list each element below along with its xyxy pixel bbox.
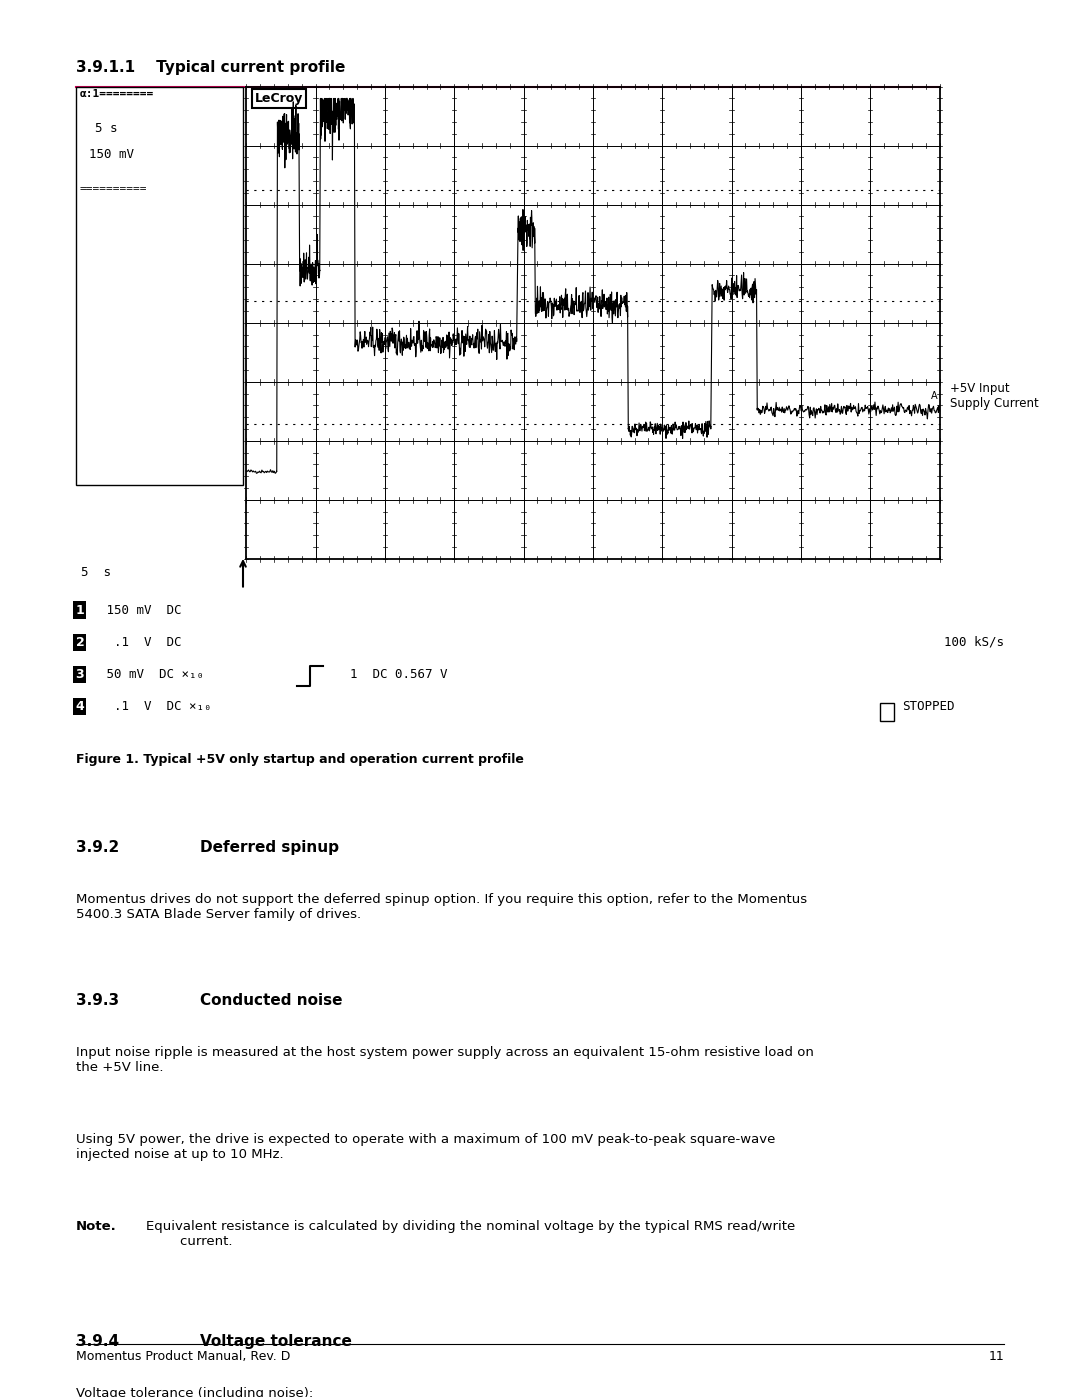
Text: 5 s: 5 s <box>95 122 118 134</box>
Text: Momentus drives do not support the deferred spinup option. If you require this o: Momentus drives do not support the defer… <box>76 893 807 921</box>
Text: 50 mV  DC ×₁₀: 50 mV DC ×₁₀ <box>99 668 204 680</box>
Text: 3.9.1.1    Typical current profile: 3.9.1.1 Typical current profile <box>76 60 345 75</box>
Bar <box>76 87 243 485</box>
Text: Deferred spinup: Deferred spinup <box>200 840 339 855</box>
Text: .1  V  DC: .1 V DC <box>99 636 181 648</box>
Text: 1  DC 0.567 V: 1 DC 0.567 V <box>350 668 447 680</box>
Text: Voltage tolerance (including noise):: Voltage tolerance (including noise): <box>76 1387 313 1397</box>
Text: 150 mV: 150 mV <box>89 148 134 161</box>
Text: 100 kS/s: 100 kS/s <box>944 636 1004 648</box>
Text: STOPPED: STOPPED <box>902 700 955 712</box>
Text: .1  V  DC ×₁₀: .1 V DC ×₁₀ <box>99 700 212 712</box>
Text: α:1========: α:1======== <box>80 89 154 99</box>
Text: 3.9.3: 3.9.3 <box>76 993 119 1009</box>
Text: LeCroy: LeCroy <box>255 92 303 105</box>
Text: Input noise ripple is measured at the host system power supply across an equival: Input noise ripple is measured at the ho… <box>76 1046 813 1074</box>
Text: Momentus Product Manual, Rev. D: Momentus Product Manual, Rev. D <box>76 1350 289 1362</box>
Text: 1: 1 <box>76 604 84 616</box>
Text: 2: 2 <box>76 636 84 648</box>
Text: Figure 1. Typical +5V only startup and operation current profile: Figure 1. Typical +5V only startup and o… <box>76 753 524 766</box>
Text: 11: 11 <box>988 1350 1004 1362</box>
Text: +5V Input
Supply Current: +5V Input Supply Current <box>950 381 1039 409</box>
Text: A: A <box>931 391 937 401</box>
Text: 4: 4 <box>76 700 84 712</box>
Text: ==========: ========== <box>80 184 147 194</box>
Text: Voltage tolerance: Voltage tolerance <box>200 1334 352 1350</box>
Text: 3.9.4: 3.9.4 <box>76 1334 119 1350</box>
Text: 3.9.2: 3.9.2 <box>76 840 119 855</box>
Text: Equivalent resistance is calculated by dividing the nominal voltage by the typic: Equivalent resistance is calculated by d… <box>146 1220 795 1248</box>
Text: 5  s: 5 s <box>81 566 111 578</box>
Text: Note.: Note. <box>76 1220 117 1232</box>
Text: Using 5V power, the drive is expected to operate with a maximum of 100 mV peak-t: Using 5V power, the drive is expected to… <box>76 1133 775 1161</box>
Bar <box>880 703 894 721</box>
Text: 3: 3 <box>76 668 84 680</box>
Text: 150 mV  DC: 150 mV DC <box>99 604 181 616</box>
Text: Conducted noise: Conducted noise <box>200 993 342 1009</box>
